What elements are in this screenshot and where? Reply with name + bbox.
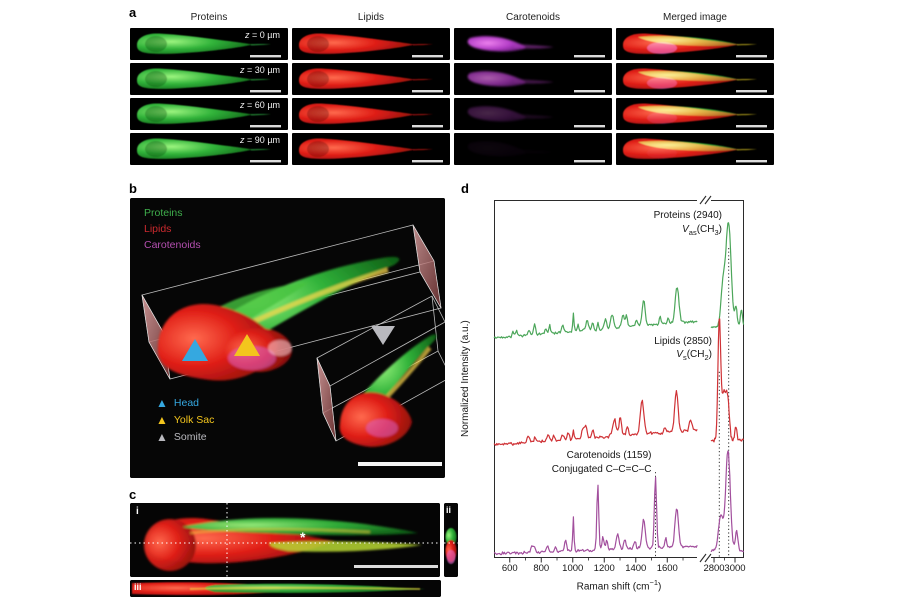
3d-volume-image (130, 198, 445, 478)
panel-d-label: d (461, 181, 469, 196)
axis-break-mark (699, 553, 707, 563)
marker-legend: ▲ Head ▲ Yolk Sac ▲ Somite (156, 395, 214, 445)
marker-legend-item: ▲ Yolk Sac (156, 412, 214, 429)
z-depth-label: z = 30 µm (240, 65, 280, 75)
scale-bar (358, 462, 442, 466)
microscopy-image-lipids-z0 (292, 28, 450, 60)
scale-bar (354, 565, 438, 568)
column-header-carotenoids: Carotenoids (506, 12, 560, 23)
marker-label: Somite (173, 430, 207, 443)
marker-legend-item: ▲ Somite (156, 429, 214, 446)
axis-break-mask (697, 554, 711, 562)
y-axis-title: Normalized Intensity (a.u.) (460, 320, 471, 438)
peak-annotation-1: Lipids (2850) Vs(CH2) (654, 335, 712, 363)
slab-end-cap (412, 224, 442, 309)
microscopy-image-proteins-z2: z = 60 µm (130, 98, 288, 130)
plot-frame (494, 200, 744, 558)
triangle-icon: ▲ (156, 396, 168, 411)
spectrum-proteins (710, 222, 745, 329)
microscopy-image-lipids-z3 (292, 133, 450, 165)
yolk-sac-arrowhead (234, 334, 260, 356)
subpanel-i-label: i (136, 506, 139, 517)
spectrum-lipids (710, 318, 745, 443)
head-arrowhead (182, 339, 208, 361)
microscopy-image-carotenoids-z0 (454, 28, 612, 60)
triangle-icon: ▲ (156, 429, 168, 444)
marker-label: Yolk Sac (173, 413, 215, 426)
embryo-volume-main (157, 256, 400, 381)
panel-b-label: b (129, 181, 137, 196)
subpanel-ii-label: ii (446, 505, 452, 515)
spectrum-carotenoids (493, 476, 698, 556)
x-tick-label: 1000 (562, 563, 584, 574)
microscopy-image-carotenoids-z3 (454, 133, 612, 165)
panel-c-section-ii: ii (444, 503, 458, 577)
somite-arrowhead (371, 326, 395, 345)
x-tick-label: 600 (501, 563, 518, 574)
microscopy-image-merged-z0 (616, 28, 774, 60)
x-tick-label: 800 (533, 563, 550, 574)
x-tick-label: 1200 (593, 563, 615, 574)
microscopy-image-proteins-z0: z = 0 µm (130, 28, 288, 60)
asterisk-marker: * (300, 529, 306, 545)
panel-b-3d-rendering: Proteins Lipids Carotenoids ▲ Head ▲ Yolk Sac… (130, 198, 445, 478)
axis-break-mark (704, 553, 712, 563)
x-tick-label: 2800 (703, 563, 725, 574)
microscopy-image-proteins-z3: z = 90 µm (130, 133, 288, 165)
channel-legend-item: Proteins (144, 207, 183, 219)
spectrum-carotenoids (710, 450, 745, 553)
axis-break-mark (704, 195, 712, 205)
spectrum-proteins (493, 287, 698, 339)
channel-legend-item: Carotenoids (144, 238, 201, 251)
microscopy-image-carotenoids-z1 (454, 63, 612, 95)
raman-spectra-plot (493, 195, 745, 563)
section-ii-image (444, 503, 458, 577)
microscopy-image-proteins-z1: z = 30 µm (130, 63, 288, 95)
spectrum-lipids (493, 390, 698, 446)
channel-legend-item: Lipids (144, 222, 172, 235)
z-depth-label: z = 60 µm (240, 100, 280, 110)
column-header-proteins: Proteins (190, 12, 228, 23)
z-depth-label: z = 0 µm (245, 30, 280, 40)
panel-c-label: c (129, 487, 137, 502)
section-iii-image (130, 580, 441, 597)
triangle-icon: ▲ (156, 413, 168, 428)
microscopy-image-carotenoids-z2 (454, 98, 612, 130)
panel-d-spectra: Normalized Intensity (a.u.) 600 800 1000 12… (460, 183, 773, 593)
channel-legend: Proteins Lipids Carotenoids (144, 206, 201, 253)
x-tick-label: 1400 (625, 563, 647, 574)
microscopy-image-merged-z2 (616, 98, 774, 130)
x-tick-label: 3000 (724, 563, 746, 574)
section-i-image (130, 503, 440, 577)
panel-a-label: a (129, 5, 137, 20)
axis-break-mark (699, 195, 707, 205)
microscopy-image-merged-z1 (616, 63, 774, 95)
slab-end-cap (316, 357, 337, 442)
x-tick-label: 1600 (656, 563, 678, 574)
column-header-merged: Merged image (663, 12, 727, 23)
microscopy-image-lipids-z2 (292, 98, 450, 130)
peak-annotation-2: Carotenoids (1159) Conjugated C–C=C–C (551, 450, 652, 475)
marker-label: Head (173, 397, 199, 409)
axis-break-mask (697, 196, 711, 204)
microscopy-image-merged-z3 (616, 133, 774, 165)
z-depth-label: z = 90 µm (240, 135, 280, 145)
panel-c-section-i: i * (130, 503, 440, 577)
x-axis-title: Raman shift (cm−1) (576, 578, 662, 593)
panel-c-section-iii: iii (130, 580, 441, 597)
subpanel-iii-label: iii (134, 582, 142, 592)
column-header-lipids: Lipids (357, 12, 385, 23)
peak-annotation-0: Proteins (2940) Vas(CH3) (653, 210, 722, 237)
embryo-volume-inset (339, 334, 437, 447)
panel-a-image-grid: Proteins Lipids Carotenoids Merged image z =… (130, 5, 774, 165)
microscopy-image-lipids-z1 (292, 63, 450, 95)
marker-legend-item: ▲ Head (156, 395, 214, 412)
